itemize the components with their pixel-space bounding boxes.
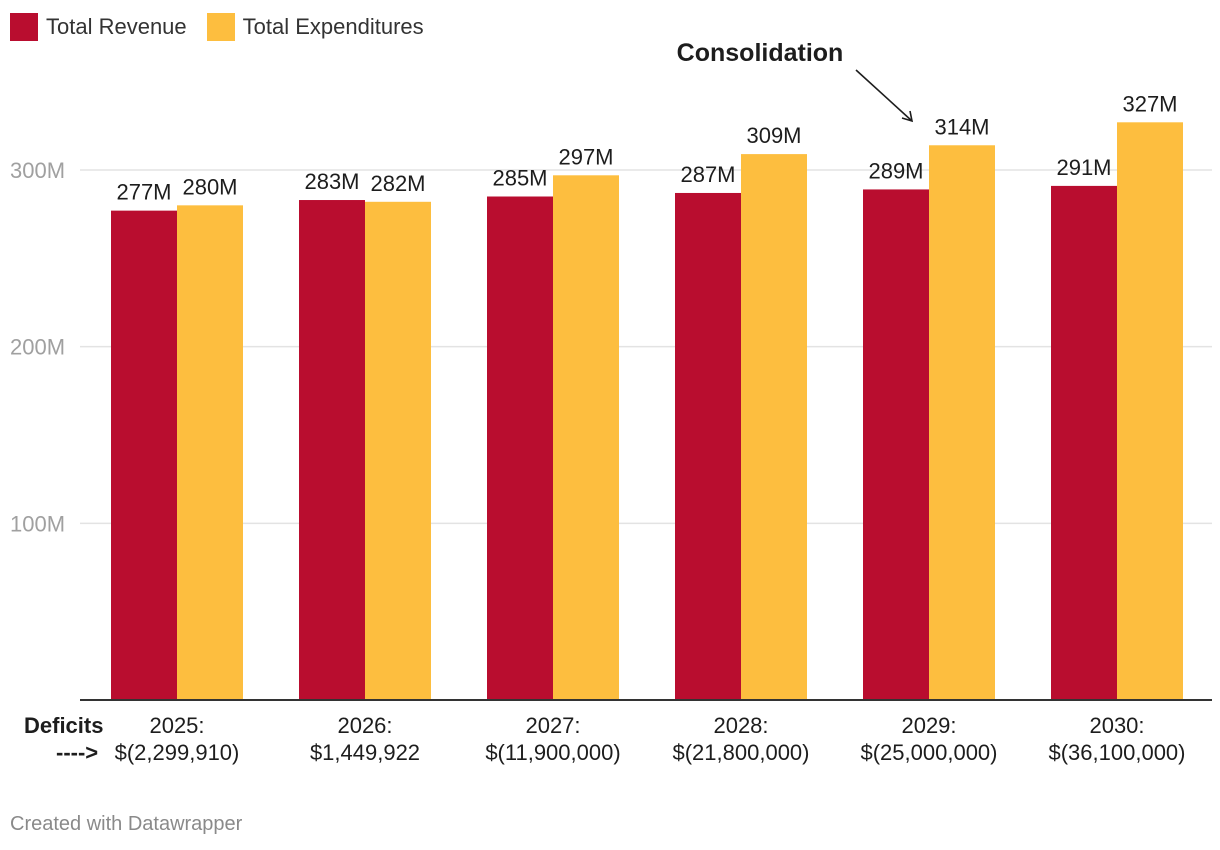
deficits-arrow: ----> [56, 740, 99, 765]
annotation-arrow-head [901, 110, 914, 123]
data-label-expenditures-3: 309M [746, 123, 801, 148]
x-tick-label-deficit-3: $(21,800,000) [673, 740, 810, 765]
bar-revenue-4 [863, 189, 929, 700]
bar-revenue-1 [299, 200, 365, 701]
y-tick-label-300M: 300M [10, 158, 65, 183]
x-tick-label-year-2: 2027: [525, 713, 580, 738]
data-label-revenue-5: 291M [1056, 155, 1111, 180]
bar-revenue-2 [487, 196, 553, 700]
data-label-revenue-4: 289M [868, 158, 923, 183]
data-label-revenue-0: 277M [116, 180, 171, 205]
x-tick-label-year-0: 2025: [149, 713, 204, 738]
legend-item-expenditures: Total Expenditures [206, 13, 424, 41]
x-tick-label-deficit-4: $(25,000,000) [861, 740, 998, 765]
x-tick-label-year-1: 2026: [337, 713, 392, 738]
legend-label-revenue: Total Revenue [46, 14, 187, 39]
bar-revenue-5 [1051, 185, 1117, 700]
data-label-expenditures-4: 314M [934, 114, 989, 139]
x-tick-label-year-3: 2028: [713, 713, 768, 738]
annotation-consolidation: Consolidation [677, 39, 844, 67]
legend: Total Revenue Total Expenditures [10, 13, 444, 41]
data-label-revenue-3: 287M [680, 162, 735, 187]
bar-expenditures-0 [177, 205, 243, 701]
data-label-expenditures-5: 327M [1122, 91, 1177, 116]
data-label-expenditures-2: 297M [558, 144, 613, 169]
bar-expenditures-2 [553, 175, 619, 701]
data-label-expenditures-1: 282M [370, 171, 425, 196]
annotation-arrow-line [855, 69, 913, 122]
x-tick-label-deficit-5: $(36,100,000) [1049, 740, 1186, 765]
legend-swatch-revenue [10, 13, 38, 41]
legend-swatch-expenditures [206, 13, 235, 41]
bar-revenue-0 [111, 210, 177, 700]
credit-text: Created with Datawrapper [10, 813, 243, 835]
bar-revenue-3 [675, 192, 741, 700]
bar-expenditures-1 [365, 201, 431, 701]
x-tick-label-deficit-1: $1,449,922 [310, 740, 420, 765]
y-tick-label-100M: 100M [10, 511, 65, 536]
data-label-expenditures-0: 280M [182, 174, 237, 199]
x-tick-label-year-5: 2030: [1089, 713, 1144, 738]
y-tick-label-200M: 200M [10, 335, 65, 360]
bar-expenditures-4 [929, 145, 995, 700]
bar-expenditures-3 [741, 154, 807, 701]
x-tick-label-year-4: 2029: [901, 713, 956, 738]
legend-label-expenditures: Total Expenditures [242, 14, 424, 39]
x-tick-label-deficit-2: $(11,900,000) [485, 740, 620, 765]
x-tick-label-deficit-0: $(2,299,910) [115, 740, 240, 765]
data-label-revenue-2: 285M [492, 166, 547, 191]
deficits-label: Deficits [24, 713, 104, 738]
bar-expenditures-5 [1117, 122, 1183, 701]
legend-item-revenue: Total Revenue [10, 13, 187, 41]
data-label-revenue-1: 283M [304, 169, 359, 194]
